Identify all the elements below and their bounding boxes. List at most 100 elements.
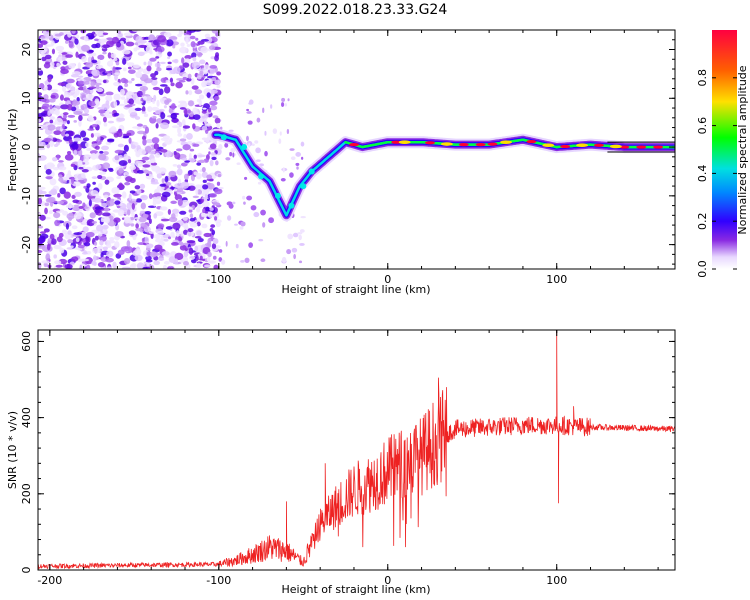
noise-blob [81, 161, 86, 165]
noise-blob [118, 113, 125, 119]
noise-blob [57, 193, 61, 198]
colorbar-tick-label: 0.6 [696, 117, 709, 135]
noise-blob [86, 147, 92, 152]
noise-blob [114, 149, 124, 154]
noise-blob [203, 64, 210, 71]
noise-blob [49, 116, 56, 121]
noise-blob [191, 85, 199, 90]
noise-blob [143, 169, 150, 174]
noise-blob [151, 77, 158, 81]
noise-blob [170, 200, 177, 204]
noise-blob [219, 126, 223, 130]
noise-blob [139, 210, 146, 214]
noise-blob [184, 58, 191, 64]
noise-blob [207, 211, 213, 218]
noise-blob [38, 225, 44, 229]
noise-blob [59, 94, 64, 101]
noise-blob [40, 231, 46, 234]
noise-blob [172, 164, 178, 167]
noise-blob [184, 108, 188, 116]
noise-blob [116, 41, 122, 48]
noise-blob [55, 264, 63, 268]
noise-blob [148, 218, 152, 225]
noise-blob [38, 147, 46, 151]
noise-blob [189, 217, 196, 222]
noise-blob [167, 208, 172, 215]
noise-blob [218, 249, 223, 253]
noise-blob [186, 132, 193, 140]
noise-blob [131, 78, 135, 81]
noise-blob [197, 154, 206, 158]
noise-blob [174, 152, 181, 160]
noise-blob [175, 230, 180, 237]
noise-blob [270, 104, 273, 109]
colorbar: 0.0 0.2 0.4 0.6 0.8 Normalized spectral ampl… [696, 30, 749, 278]
noise-blob [118, 182, 124, 189]
noise-blob [152, 199, 157, 207]
x-tick-label: 100 [546, 273, 567, 286]
noise-blob [142, 266, 148, 269]
noise-blob [80, 231, 87, 239]
noise-blob [45, 61, 50, 65]
noise-blob [268, 217, 275, 224]
noise-blob [102, 51, 107, 55]
noise-blob [68, 138, 73, 144]
noise-blob [281, 256, 287, 263]
noise-blob [114, 231, 124, 237]
noise-blob [92, 247, 101, 254]
noise-blob [108, 111, 113, 115]
noise-blob [141, 156, 150, 161]
noise-blob [60, 104, 69, 110]
noise-blob [48, 98, 56, 103]
noise-blob [128, 193, 132, 201]
noise-blob [289, 148, 295, 151]
noise-blob [120, 246, 130, 252]
noise-blob [168, 170, 177, 178]
noise-blob [207, 240, 212, 247]
noise-blob [172, 43, 176, 49]
noise-blob [105, 257, 114, 263]
noise-blob [187, 228, 194, 233]
noise-blob [248, 242, 254, 248]
noise-blob [176, 168, 183, 176]
noise-blob [212, 238, 219, 245]
noise-blob [107, 139, 115, 143]
noise-blob [164, 150, 172, 158]
noise-blob [186, 77, 192, 82]
noise-blob [106, 242, 112, 249]
noise-blob [94, 235, 99, 241]
noise-blob [187, 30, 197, 33]
noise-blob [183, 251, 189, 258]
noise-blob [83, 108, 90, 114]
noise-blob [217, 173, 222, 178]
noise-blob [111, 186, 120, 194]
noise-blob [159, 84, 168, 87]
noise-blob [208, 151, 211, 155]
noise-blob [178, 121, 183, 128]
noise-blob [81, 252, 88, 255]
noise-blob [156, 46, 165, 53]
noise-blob [46, 124, 56, 131]
ridge-hotspot [542, 143, 555, 148]
noise-blob [91, 260, 97, 266]
spectrogram-content [38, 30, 675, 269]
y-tick-label: 400 [20, 407, 33, 428]
noise-blob [300, 216, 306, 219]
noise-blob [64, 40, 69, 44]
noise-blob [260, 209, 266, 216]
noise-blob [71, 256, 79, 262]
noise-blob [196, 51, 203, 58]
ridge-hotspot [475, 143, 486, 147]
noise-speckle [38, 30, 306, 269]
noise-blob [278, 138, 282, 144]
ridge-hotspot [440, 142, 453, 146]
noise-blob [130, 223, 135, 227]
snr-y-axis-label: SNR (10 * v/v) [6, 411, 19, 489]
noise-blob [85, 142, 90, 148]
noise-blob [96, 224, 104, 232]
noise-blob [97, 174, 103, 180]
noise-blob [289, 172, 294, 178]
noise-blob [153, 233, 161, 239]
noise-blob [44, 194, 52, 197]
